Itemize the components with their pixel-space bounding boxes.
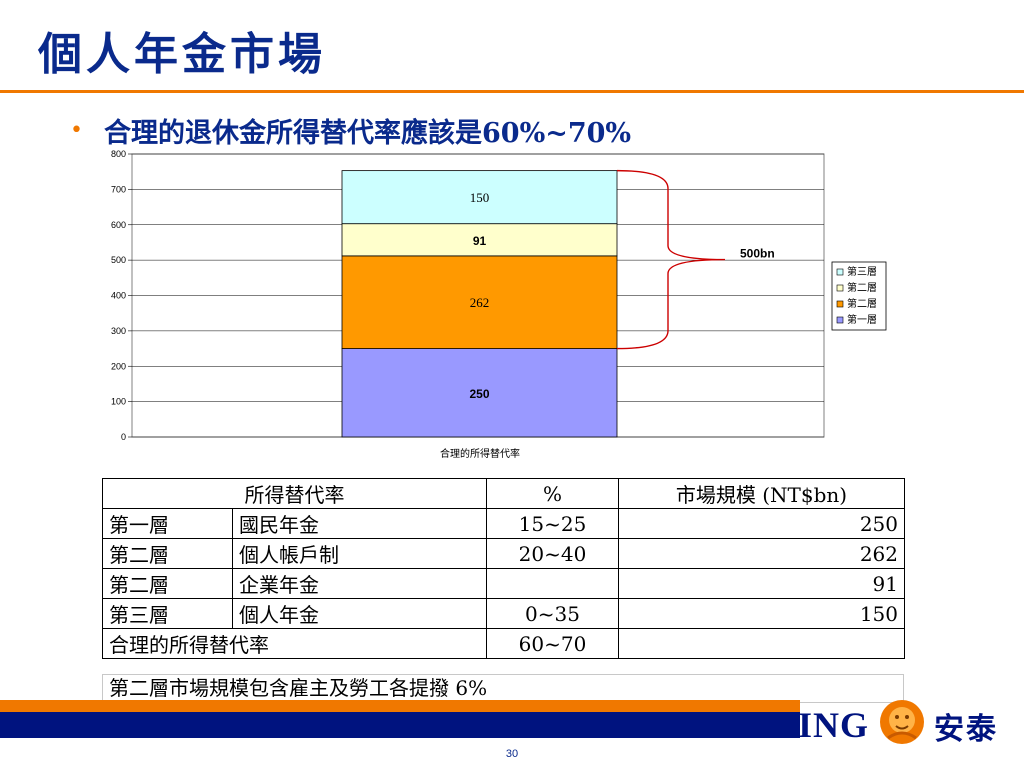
legend-swatch bbox=[836, 268, 844, 276]
logo-chinese-name: 安泰 bbox=[934, 712, 998, 747]
y-tick-label: 700 bbox=[111, 184, 126, 194]
title-divider bbox=[0, 90, 1024, 93]
ing-logo: ING 安泰 bbox=[796, 690, 1020, 754]
percent-cell: 15~25 bbox=[486, 508, 619, 539]
y-tick-label: 500 bbox=[111, 255, 126, 265]
lion-icon bbox=[880, 700, 924, 744]
annotation-label: 500bn bbox=[740, 247, 775, 261]
y-tick-label: 200 bbox=[111, 361, 126, 371]
data-label: 262 bbox=[470, 295, 490, 310]
y-axis-ticks: 0 100 200 300 400 500 600 700 800 bbox=[111, 149, 132, 442]
percent-cell: 0~35 bbox=[486, 598, 619, 629]
header-replacement-rate: 所得替代率 bbox=[102, 478, 487, 509]
legend-swatch bbox=[836, 284, 844, 292]
tier-cell: 第二層 bbox=[102, 568, 233, 599]
chart-bars: 250 262 91 150 bbox=[341, 170, 618, 438]
bullet-text: 合理的退休金所得替代率應該是60%~70% bbox=[104, 118, 632, 149]
legend-swatch bbox=[836, 316, 844, 324]
page-number: 30 bbox=[505, 748, 519, 760]
size-cell: 262 bbox=[618, 538, 905, 569]
tier-cell: 第二層 bbox=[102, 538, 233, 569]
percent-cell: 20~40 bbox=[486, 538, 619, 569]
bar-segment-1 bbox=[341, 348, 618, 438]
bar-segment-2 bbox=[341, 255, 618, 349]
bar-segment-3 bbox=[341, 223, 618, 257]
size-cell: 91 bbox=[618, 568, 905, 599]
legend-entry: 第二層 bbox=[847, 281, 877, 294]
tier-cell: 第一層 bbox=[102, 508, 233, 539]
plan-cell: 個人年金 bbox=[232, 598, 487, 629]
y-tick-label: 300 bbox=[111, 326, 126, 336]
bullet-icon: • bbox=[70, 118, 83, 143]
percent-cell bbox=[486, 568, 619, 599]
total-percent-cell: 60~70 bbox=[486, 628, 619, 659]
header-market-size: 市場規模 (NT$bn) bbox=[618, 478, 905, 509]
plan-cell: 個人帳戶制 bbox=[232, 538, 487, 569]
replacement-rate-table: 所得替代率 % 市場規模 (NT$bn) 第一層 國民年金 15~25 250 … bbox=[102, 478, 905, 659]
table-note: 第二層市場規模包含雇主及勞工各提撥 6% bbox=[102, 674, 904, 703]
data-label: 91 bbox=[473, 234, 487, 248]
tier-cell: 第三層 bbox=[102, 598, 233, 629]
size-cell: 250 bbox=[618, 508, 905, 539]
data-label: 250 bbox=[469, 387, 489, 401]
plan-cell: 企業年金 bbox=[232, 568, 487, 599]
size-cell: 150 bbox=[618, 598, 905, 629]
logo-wordmark: ING bbox=[798, 705, 870, 745]
table-row: 第二層 個人帳戶制 20~40 262 bbox=[102, 538, 905, 569]
bar-segment-4 bbox=[341, 170, 618, 225]
y-tick-label: 600 bbox=[111, 220, 126, 230]
footer-navy-band bbox=[0, 712, 800, 738]
y-tick-label: 0 bbox=[121, 432, 126, 442]
slide-title: 個人年金市場 bbox=[38, 29, 326, 80]
y-tick-label: 100 bbox=[111, 397, 126, 407]
table-row: 第一層 國民年金 15~25 250 bbox=[102, 508, 905, 539]
y-tick-label: 400 bbox=[111, 291, 126, 301]
bracket-shape bbox=[616, 169, 726, 350]
total-label-cell: 合理的所得替代率 bbox=[102, 628, 487, 659]
legend-swatch bbox=[836, 300, 844, 308]
table-total-row: 合理的所得替代率 60~70 bbox=[102, 628, 905, 659]
header-percent: % bbox=[486, 478, 619, 509]
table-header-row: 所得替代率 % 市場規模 (NT$bn) bbox=[102, 478, 905, 509]
x-axis-label: 合理的所得替代率 bbox=[440, 447, 520, 460]
y-tick-label: 800 bbox=[111, 149, 126, 159]
legend-entry: 第二層 bbox=[847, 297, 877, 310]
stacked-bar-chart: 0 100 200 300 400 500 600 700 800 250 262 91 150 50… bbox=[111, 149, 887, 460]
legend-entry: 第一層 bbox=[847, 313, 877, 326]
table-row: 第二層 企業年金 91 bbox=[102, 568, 905, 599]
data-label: 150 bbox=[470, 190, 490, 205]
plan-cell: 國民年金 bbox=[232, 508, 487, 539]
bracket-annotation: 500bn bbox=[616, 169, 775, 350]
footer-orange-band bbox=[0, 700, 800, 712]
legend-entry: 第三層 bbox=[847, 265, 877, 278]
table-row: 第三層 個人年金 0~35 150 bbox=[102, 598, 905, 629]
total-size-cell bbox=[618, 628, 905, 659]
